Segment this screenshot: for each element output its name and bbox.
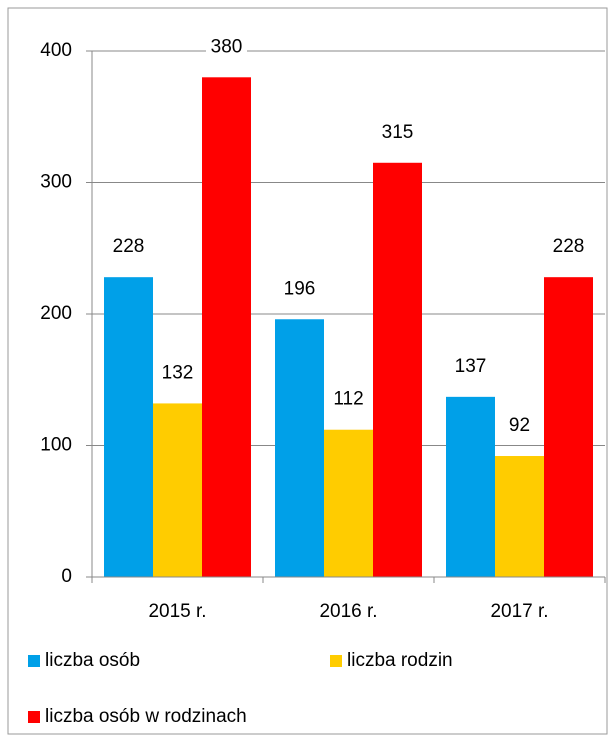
- data-label: 132: [162, 362, 194, 383]
- legend-label: liczba osób w rodzinach: [45, 706, 247, 727]
- data-label: 315: [382, 122, 414, 143]
- bar: [104, 277, 153, 577]
- label-bg: [206, 33, 247, 60]
- label-bg: [157, 359, 198, 386]
- bar: [153, 403, 202, 577]
- y-tick-label: 300: [40, 172, 72, 193]
- data-label: 196: [284, 278, 316, 299]
- label-bg: [279, 275, 320, 302]
- bar: [495, 456, 544, 577]
- data-label: 112: [333, 389, 363, 410]
- label-bg: [548, 233, 589, 260]
- bar: [275, 319, 324, 577]
- data-label: 228: [113, 236, 145, 257]
- label-bg: [450, 352, 491, 379]
- x-tick-label: 2016 r.: [319, 601, 377, 622]
- label-bg: [377, 118, 418, 145]
- label-bg: [108, 233, 149, 260]
- x-tick-label: 2017 r.: [490, 601, 548, 622]
- data-label: 92: [509, 415, 530, 436]
- data-label: 228: [553, 236, 585, 257]
- legend-swatch: [28, 655, 40, 667]
- bar: [544, 277, 593, 577]
- bar: [202, 77, 251, 578]
- bar: [324, 429, 373, 577]
- bar: [373, 162, 422, 577]
- label-bg: [328, 385, 369, 412]
- data-label: 380: [211, 36, 243, 57]
- legend-label: liczba rodzin: [347, 650, 453, 671]
- label-bg: [499, 412, 540, 439]
- bar: [446, 396, 495, 577]
- legend-label: liczba osób: [45, 650, 140, 671]
- y-tick-label: 400: [40, 40, 72, 61]
- y-tick-label: 100: [40, 435, 72, 456]
- chart-border: [7, 7, 608, 735]
- data-label: 137: [455, 356, 487, 377]
- y-tick-label: 200: [40, 303, 72, 324]
- y-tick-label: 0: [61, 566, 72, 587]
- x-tick-label: 2015 r.: [148, 601, 206, 622]
- legend-swatch: [28, 711, 40, 723]
- legend-swatch: [330, 655, 342, 667]
